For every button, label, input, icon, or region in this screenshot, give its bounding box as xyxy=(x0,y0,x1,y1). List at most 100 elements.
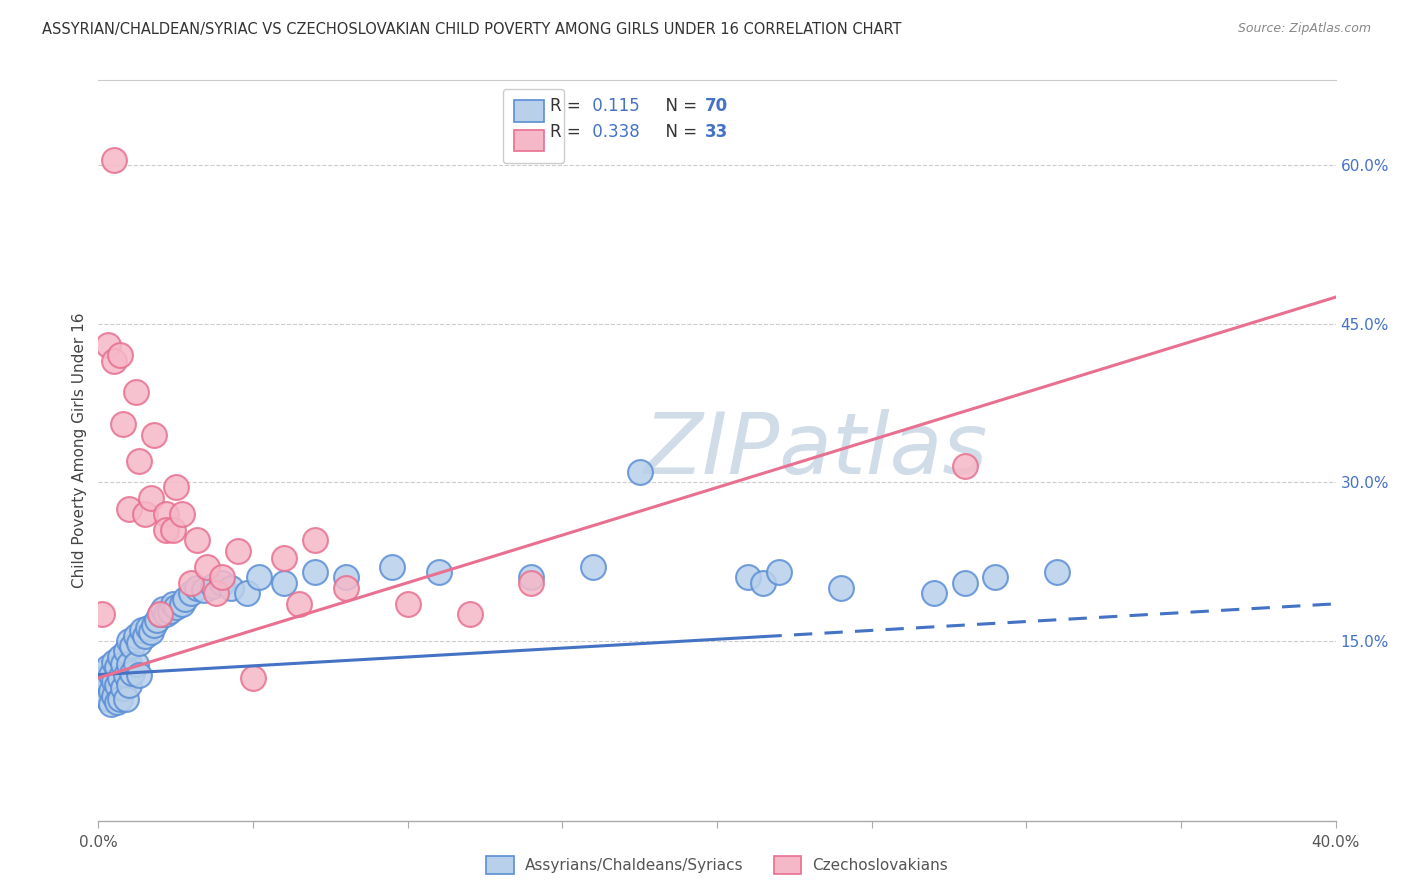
Point xyxy=(830,581,852,595)
Point xyxy=(226,544,249,558)
Point xyxy=(427,565,450,579)
Point xyxy=(118,678,141,692)
Point xyxy=(128,667,150,681)
Point xyxy=(193,583,215,598)
Point xyxy=(520,570,543,584)
Point xyxy=(304,565,326,579)
Point xyxy=(149,607,172,622)
Point xyxy=(115,667,138,681)
Point xyxy=(97,676,120,690)
Point xyxy=(186,581,208,595)
Point xyxy=(128,454,150,468)
Point xyxy=(136,621,159,635)
Point xyxy=(115,692,138,706)
Point xyxy=(118,501,141,516)
Point xyxy=(121,639,143,653)
Point xyxy=(174,591,197,606)
Text: 0.115: 0.115 xyxy=(588,97,640,115)
Text: R =: R = xyxy=(550,123,586,141)
Point xyxy=(768,565,790,579)
Point xyxy=(152,602,174,616)
Point xyxy=(100,683,122,698)
Point xyxy=(953,459,976,474)
Point xyxy=(335,581,357,595)
Point xyxy=(155,507,177,521)
Text: 33: 33 xyxy=(704,123,728,141)
Point xyxy=(162,523,184,537)
Point xyxy=(381,559,404,574)
Point xyxy=(105,678,128,692)
Point xyxy=(100,698,122,712)
Point xyxy=(628,465,651,479)
Point xyxy=(146,613,169,627)
Point xyxy=(143,427,166,442)
Point xyxy=(211,570,233,584)
Point xyxy=(103,655,125,669)
Text: ZIPatlas: ZIPatlas xyxy=(644,409,988,492)
Point xyxy=(124,657,146,672)
Point xyxy=(984,570,1007,584)
Point xyxy=(201,579,224,593)
Point xyxy=(124,629,146,643)
Point xyxy=(752,575,775,590)
Point xyxy=(115,644,138,658)
Point xyxy=(134,507,156,521)
Text: Source: ZipAtlas.com: Source: ZipAtlas.com xyxy=(1237,22,1371,36)
Point xyxy=(108,692,131,706)
Point xyxy=(180,586,202,600)
Point xyxy=(195,559,218,574)
Point xyxy=(273,575,295,590)
Point xyxy=(112,417,135,431)
Text: N =: N = xyxy=(655,123,703,141)
Point xyxy=(118,633,141,648)
Point xyxy=(103,689,125,703)
Point xyxy=(458,607,481,622)
Point xyxy=(103,673,125,688)
Point xyxy=(97,692,120,706)
Point xyxy=(93,671,115,685)
Point xyxy=(520,575,543,590)
Text: 0.338: 0.338 xyxy=(588,123,640,141)
Point xyxy=(165,481,187,495)
Point xyxy=(97,337,120,351)
Point xyxy=(335,570,357,584)
Point xyxy=(953,575,976,590)
Point xyxy=(139,491,162,505)
Point xyxy=(103,153,125,167)
Point xyxy=(273,551,295,566)
Point xyxy=(105,695,128,709)
Point xyxy=(288,597,311,611)
Text: ASSYRIAN/CHALDEAN/SYRIAC VS CZECHOSLOVAKIAN CHILD POVERTY AMONG GIRLS UNDER 16 C: ASSYRIAN/CHALDEAN/SYRIAC VS CZECHOSLOVAK… xyxy=(42,22,901,37)
Point xyxy=(162,597,184,611)
Point xyxy=(247,570,270,584)
Point xyxy=(149,607,172,622)
Point xyxy=(128,636,150,650)
Point xyxy=(1046,565,1069,579)
Point xyxy=(112,657,135,672)
Point xyxy=(242,671,264,685)
Point xyxy=(108,649,131,664)
Point xyxy=(155,607,177,622)
Point xyxy=(165,599,187,614)
Text: R =: R = xyxy=(550,97,586,115)
Point xyxy=(103,353,125,368)
Point xyxy=(118,657,141,672)
Point xyxy=(93,678,115,692)
Y-axis label: Child Poverty Among Girls Under 16: Child Poverty Among Girls Under 16 xyxy=(72,313,87,588)
Point xyxy=(121,665,143,680)
Legend: Assyrians/Chaldeans/Syriacs, Czechoslovakians: Assyrians/Chaldeans/Syriacs, Czechoslova… xyxy=(481,850,953,880)
Point xyxy=(131,624,153,638)
Point xyxy=(90,665,112,680)
Point xyxy=(100,667,122,681)
Point xyxy=(396,597,419,611)
Point xyxy=(97,660,120,674)
Point xyxy=(143,618,166,632)
Point xyxy=(221,581,243,595)
Point xyxy=(304,533,326,548)
Point xyxy=(236,586,259,600)
Point xyxy=(170,507,193,521)
Text: N =: N = xyxy=(655,97,703,115)
Point xyxy=(582,559,605,574)
Point xyxy=(186,533,208,548)
Point xyxy=(159,604,181,618)
